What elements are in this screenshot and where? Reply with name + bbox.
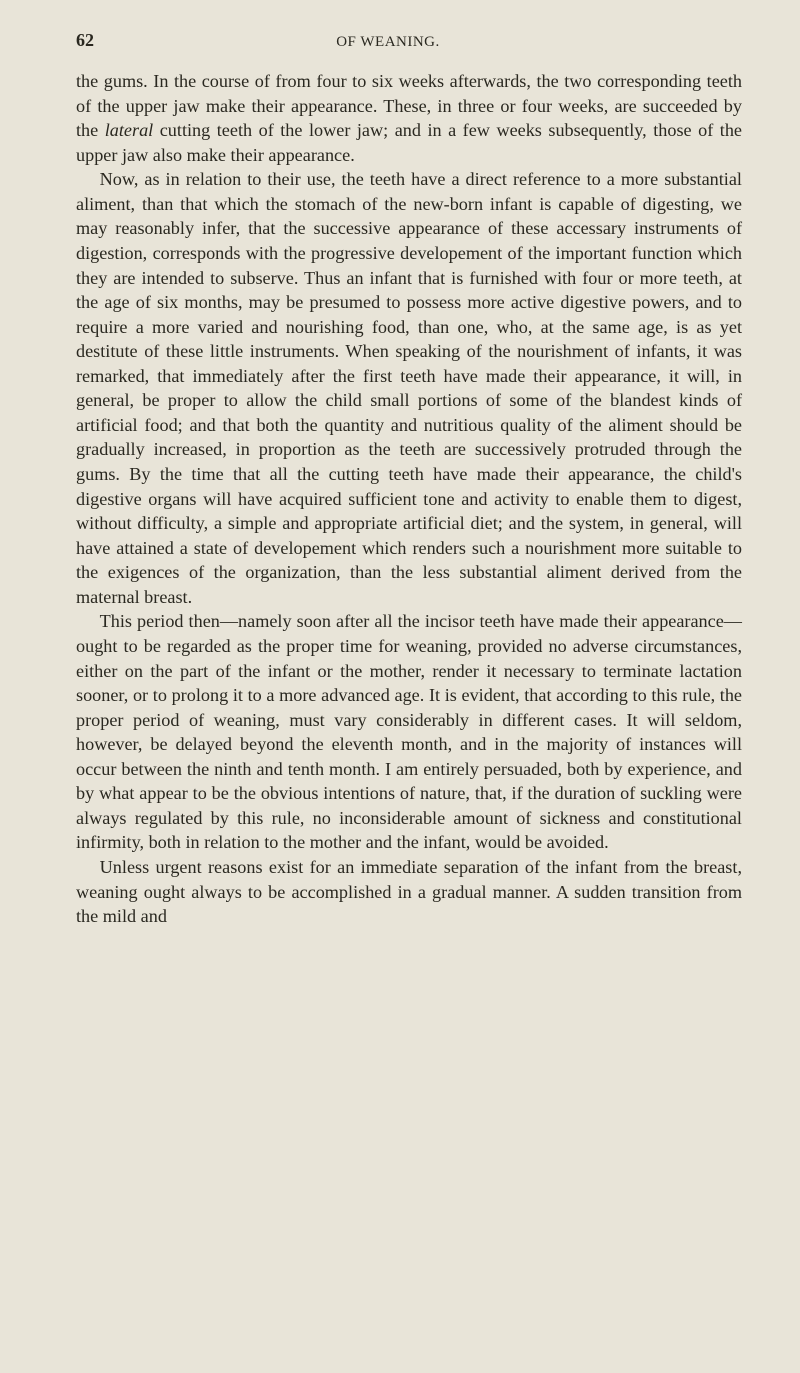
page-header: 62 OF WEANING.: [76, 30, 742, 51]
paragraph-4: Unless urgent reasons exist for an immed…: [76, 855, 742, 929]
running-title: OF WEANING.: [34, 34, 742, 51]
paragraph-1: the gums. In the course of from four to …: [76, 69, 742, 167]
body-text: the gums. In the course of from four to …: [76, 69, 742, 929]
paragraph-1b: cutting teeth of the lower jaw; and in a…: [76, 120, 742, 165]
paragraph-3: This period then—namely soon after all t…: [76, 609, 742, 855]
paragraph-2: Now, as in relation to their use, the te…: [76, 167, 742, 609]
paragraph-1-italic: lateral: [105, 120, 154, 140]
page-container: 62 OF WEANING. the gums. In the course o…: [0, 0, 800, 1373]
